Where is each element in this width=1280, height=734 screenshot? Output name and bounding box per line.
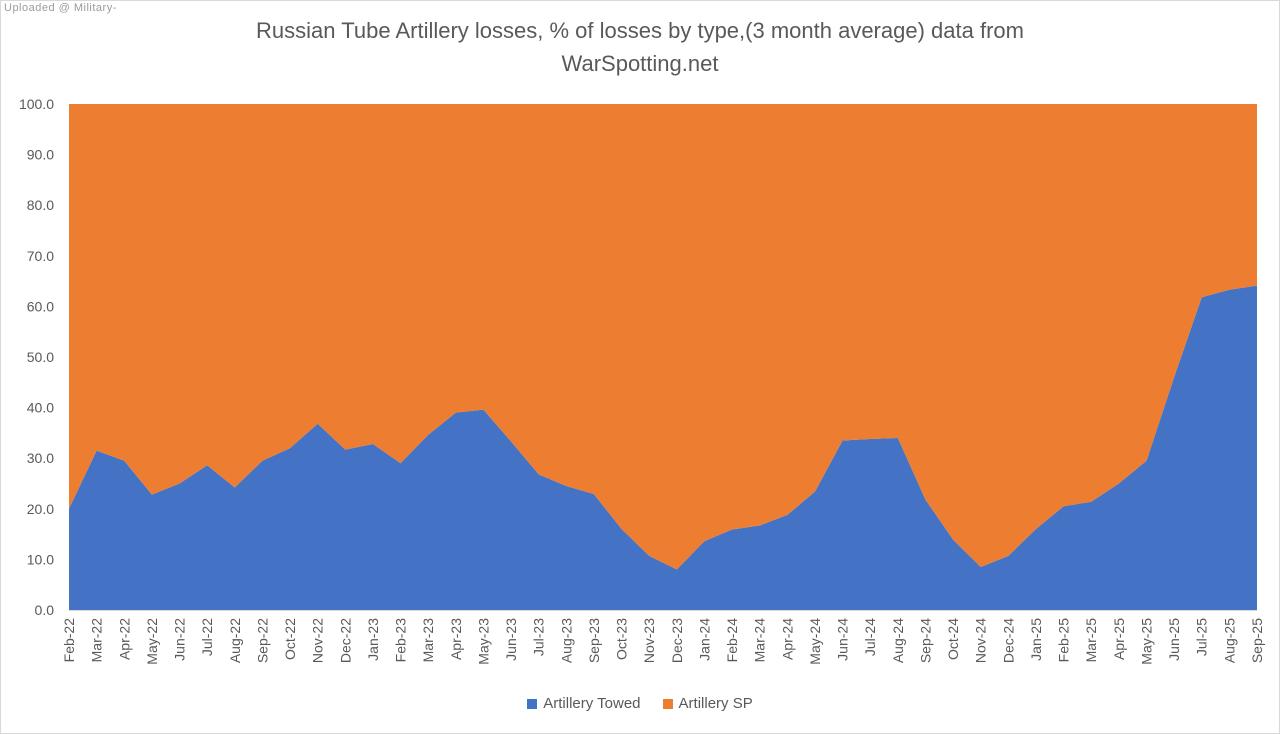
x-tick-label: May-22 — [144, 618, 160, 665]
x-tick-label: Nov-23 — [641, 618, 657, 663]
x-axis: Feb-22 Mar-22 Apr-22 May-22 Jun-22 Jul-22 Aug-… — [61, 610, 1265, 665]
legend-swatch-sp — [662, 698, 673, 709]
legend-item-towed: Artillery Towed — [527, 695, 641, 712]
y-tick-label: 30.0 — [27, 450, 54, 466]
x-tick-label: Apr-25 — [1111, 618, 1127, 660]
x-tick-label: Feb-24 — [724, 618, 740, 663]
x-tick-label: Apr-22 — [116, 618, 132, 660]
x-tick-label: Jul-24 — [862, 618, 878, 656]
x-tick-label: Dec-22 — [337, 618, 353, 663]
x-tick-label: Sep-24 — [917, 618, 933, 663]
x-tick-label: Nov-22 — [310, 618, 326, 663]
x-tick-label: Sep-23 — [586, 618, 602, 663]
y-tick-label: 100.0 — [19, 96, 54, 112]
x-tick-label: May-24 — [807, 618, 823, 665]
x-tick-label: Feb-22 — [61, 618, 77, 663]
legend-item-sp: Artillery SP — [662, 695, 753, 712]
y-tick-label: 20.0 — [27, 501, 54, 517]
legend: Artillery Towed Artillery SP — [0, 695, 1280, 712]
x-tick-label: Jan-24 — [696, 618, 712, 661]
y-tick-label: 40.0 — [27, 400, 54, 416]
x-tick-label: Mar-25 — [1083, 618, 1099, 663]
y-tick-label: 80.0 — [27, 197, 54, 213]
x-tick-label: Jul-23 — [531, 618, 547, 656]
x-tick-label: Apr-24 — [779, 618, 795, 660]
x-tick-label: Oct-22 — [282, 618, 298, 660]
x-tick-label: Jun-22 — [172, 618, 188, 661]
x-tick-label: May-23 — [475, 618, 491, 665]
x-tick-label: Aug-24 — [890, 618, 906, 663]
y-tick-label: 70.0 — [27, 248, 54, 264]
x-tick-label: Feb-25 — [1056, 618, 1072, 663]
legend-label-sp: Artillery SP — [678, 695, 753, 712]
area-artillery-sp — [69, 104, 1257, 570]
x-tick-label: Sep-22 — [254, 618, 270, 663]
x-tick-label: Jun-24 — [835, 618, 851, 661]
x-tick-label: May-25 — [1138, 618, 1154, 665]
legend-label-towed: Artillery Towed — [543, 695, 641, 712]
x-tick-label: Dec-24 — [1000, 618, 1016, 663]
x-tick-label: Dec-23 — [669, 618, 685, 663]
x-tick-label: Feb-23 — [393, 618, 409, 663]
y-tick-label: 50.0 — [27, 349, 54, 365]
x-tick-label: Jul-25 — [1194, 618, 1210, 656]
x-tick-label: Jan-25 — [1028, 618, 1044, 661]
y-tick-label: 90.0 — [27, 147, 54, 163]
x-tick-label: Apr-23 — [448, 618, 464, 660]
x-tick-label: Oct-24 — [945, 618, 961, 660]
y-axis: 0.0 10.0 20.0 30.0 40.0 50.0 60.0 70.0 80.0 90.0 1… — [19, 96, 54, 618]
chart-title: Russian Tube Artillery losses, % of loss… — [0, 14, 1280, 80]
chart-title-line-2: WarSpotting.net — [561, 51, 719, 76]
series-areas — [69, 104, 1257, 610]
x-tick-label: Aug-23 — [558, 618, 574, 663]
y-tick-label: 0.0 — [35, 602, 55, 618]
x-tick-label: Jul-22 — [199, 618, 215, 656]
x-tick-label: Nov-24 — [973, 618, 989, 663]
x-tick-label: Mar-23 — [420, 618, 436, 663]
area-artillery-towed — [69, 285, 1257, 610]
y-tick-label: 10.0 — [27, 551, 54, 567]
chart-title-line-1: Russian Tube Artillery losses, % of loss… — [256, 18, 1024, 43]
x-tick-label: Jan-23 — [365, 618, 381, 661]
legend-swatch-towed — [527, 698, 538, 709]
x-tick-label: Mar-24 — [752, 618, 768, 663]
x-tick-label: Mar-22 — [89, 618, 105, 663]
x-tick-label: Jun-23 — [503, 618, 519, 661]
watermark: Uploaded @ Military- — [4, 2, 117, 14]
y-tick-label: 60.0 — [27, 298, 54, 314]
x-tick-label: Aug-25 — [1221, 618, 1237, 663]
x-tick-label: Sep-25 — [1249, 618, 1265, 663]
x-tick-label: Oct-23 — [614, 618, 630, 660]
x-tick-label: Aug-22 — [227, 618, 243, 663]
x-tick-label: Jun-25 — [1166, 618, 1182, 661]
